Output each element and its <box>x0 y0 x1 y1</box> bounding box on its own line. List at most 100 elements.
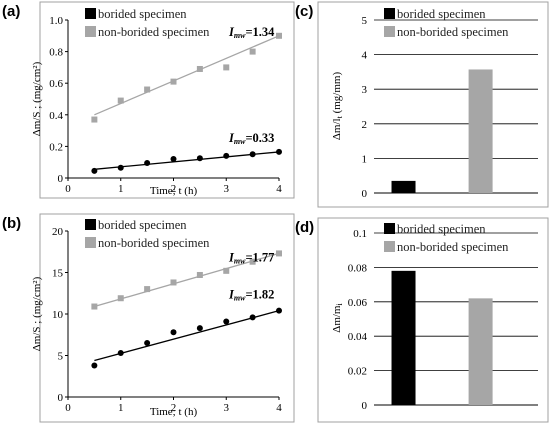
data-point-non-borided <box>223 267 230 274</box>
y-tick-label: 4 <box>362 50 368 62</box>
x-axis-label: Time; t (h) <box>150 185 198 197</box>
data-point-borided <box>196 155 203 162</box>
y-tick-label: 5 <box>362 15 368 27</box>
annotation-1: Imw=1.34 <box>228 25 275 40</box>
data-point-non-borided <box>249 48 256 55</box>
y-tick-label: 10 <box>52 309 64 321</box>
y-tick-label: 0.8 <box>49 47 63 59</box>
x-tick-label: 1 <box>118 183 124 195</box>
y-tick-label: 5 <box>58 351 64 363</box>
x-tick-label: 2 <box>171 183 177 195</box>
legend-label-0: borided specimen <box>397 7 486 21</box>
y-tick-label: 1.0 <box>49 15 63 27</box>
y-tick-label: 3 <box>362 84 368 96</box>
legend-swatch-1 <box>85 237 96 248</box>
legend-swatch-1 <box>384 241 395 252</box>
data-point-borided <box>144 159 151 166</box>
bar-non-borided <box>468 298 493 405</box>
data-point-borided <box>223 318 230 325</box>
data-point-borided <box>249 151 256 158</box>
data-point-borided <box>170 329 177 336</box>
bar-borided <box>391 180 416 193</box>
x-tick-label: 2 <box>171 402 177 414</box>
y-tick-label: 0.6 <box>49 78 63 90</box>
x-tick-label: 4 <box>276 402 282 414</box>
legend-swatch-0 <box>384 8 395 19</box>
y-tick-label: 0.1 <box>353 228 367 240</box>
y-tick-label: 0 <box>58 392 64 404</box>
data-point-borided <box>117 164 124 171</box>
y-tick-label: 0.02 <box>348 366 367 378</box>
fit-line-1 <box>94 35 280 116</box>
panel-b-frame <box>39 213 295 423</box>
data-point-non-borided <box>276 32 282 39</box>
legend-label-1: non-borided specimen <box>98 236 210 250</box>
data-point-borided <box>249 314 256 321</box>
y-tick-label: 0.06 <box>348 297 368 309</box>
fit-line-0 <box>94 310 280 362</box>
legend-swatch-1 <box>85 26 96 37</box>
x-tick-label: 3 <box>224 402 230 414</box>
data-point-borided <box>170 156 177 163</box>
data-point-borided <box>196 325 203 332</box>
panel-c-letter: (c) <box>295 3 313 20</box>
data-point-borided <box>276 148 282 155</box>
data-point-non-borided <box>144 86 151 93</box>
data-point-non-borided <box>144 286 151 293</box>
x-tick-label: 1 <box>118 402 124 414</box>
legend-label-1: non-borided specimen <box>98 25 210 39</box>
data-point-non-borided <box>276 250 282 257</box>
legend-label-0: borided specimen <box>98 7 187 21</box>
legend-label-0: borided specimen <box>397 222 486 236</box>
legend-swatch-0 <box>384 223 395 234</box>
legend-label-0: borided specimen <box>98 218 187 232</box>
annotation-0: Imw=0.33 <box>228 131 274 146</box>
annotation-0: Imw=1.82 <box>228 288 274 303</box>
y-axis-label: Δm/lt (mg/mm) <box>331 72 344 141</box>
data-point-borided <box>276 307 282 314</box>
y-tick-label: 15 <box>52 268 64 280</box>
y-axis-label: Δm/mi <box>331 302 344 332</box>
y-tick-label: 0 <box>362 400 368 412</box>
data-point-borided <box>144 340 151 347</box>
chart-a: 0 0.2 0.4 0.6 0.8 1.0 0 1 2 3 4 Time; t (h) Δm/S ; (… <box>31 7 282 197</box>
data-point-borided <box>117 350 124 357</box>
legend-swatch-0 <box>85 8 96 19</box>
panel-c-frame <box>317 1 549 208</box>
legend-label-1: non-borided specimen <box>397 240 509 254</box>
data-point-non-borided <box>170 78 177 85</box>
y-tick-label: 1 <box>362 153 368 165</box>
chart-d: 0 0.02 0.04 0.06 0.08 0.1 Δm/mi borided specime… <box>331 222 538 412</box>
y-tick-label: 0.2 <box>49 141 63 153</box>
fit-line-1 <box>94 252 280 308</box>
x-tick-label: 3 <box>224 183 230 195</box>
data-point-non-borided <box>117 295 124 302</box>
y-tick-label: 20 <box>52 226 64 238</box>
data-point-non-borided <box>91 303 98 310</box>
data-point-borided <box>223 152 230 159</box>
fit-line-0 <box>94 151 280 170</box>
legend-swatch-0 <box>85 219 96 230</box>
x-tick-label: 0 <box>65 183 71 195</box>
bar-non-borided <box>468 69 493 193</box>
panel-d-letter: (d) <box>295 219 314 236</box>
data-point-non-borided <box>196 271 203 278</box>
panel-d-frame <box>317 217 549 423</box>
y-tick-label: 0.4 <box>49 110 63 122</box>
legend-label-1: non-borided specimen <box>397 25 509 39</box>
panel-b-letter: (b) <box>2 215 21 232</box>
y-tick-label: 0 <box>362 188 368 200</box>
y-tick-label: 0.04 <box>348 331 368 343</box>
x-axis-label: Time; t (h) <box>150 406 198 418</box>
data-point-borided <box>91 167 98 174</box>
x-tick-label: 0 <box>65 402 71 414</box>
y-tick-label: 0.08 <box>348 262 368 274</box>
data-point-non-borided <box>117 97 124 104</box>
data-point-non-borided <box>170 279 177 286</box>
data-point-non-borided <box>196 65 203 72</box>
panel-a-frame <box>39 1 295 199</box>
bar-borided <box>391 270 416 405</box>
x-tick-label: 4 <box>276 183 282 195</box>
chart-b: 0 5 10 15 20 0 1 2 3 4 Time; t (h) Δm/S ; (mg/cm²) I… <box>31 218 282 418</box>
